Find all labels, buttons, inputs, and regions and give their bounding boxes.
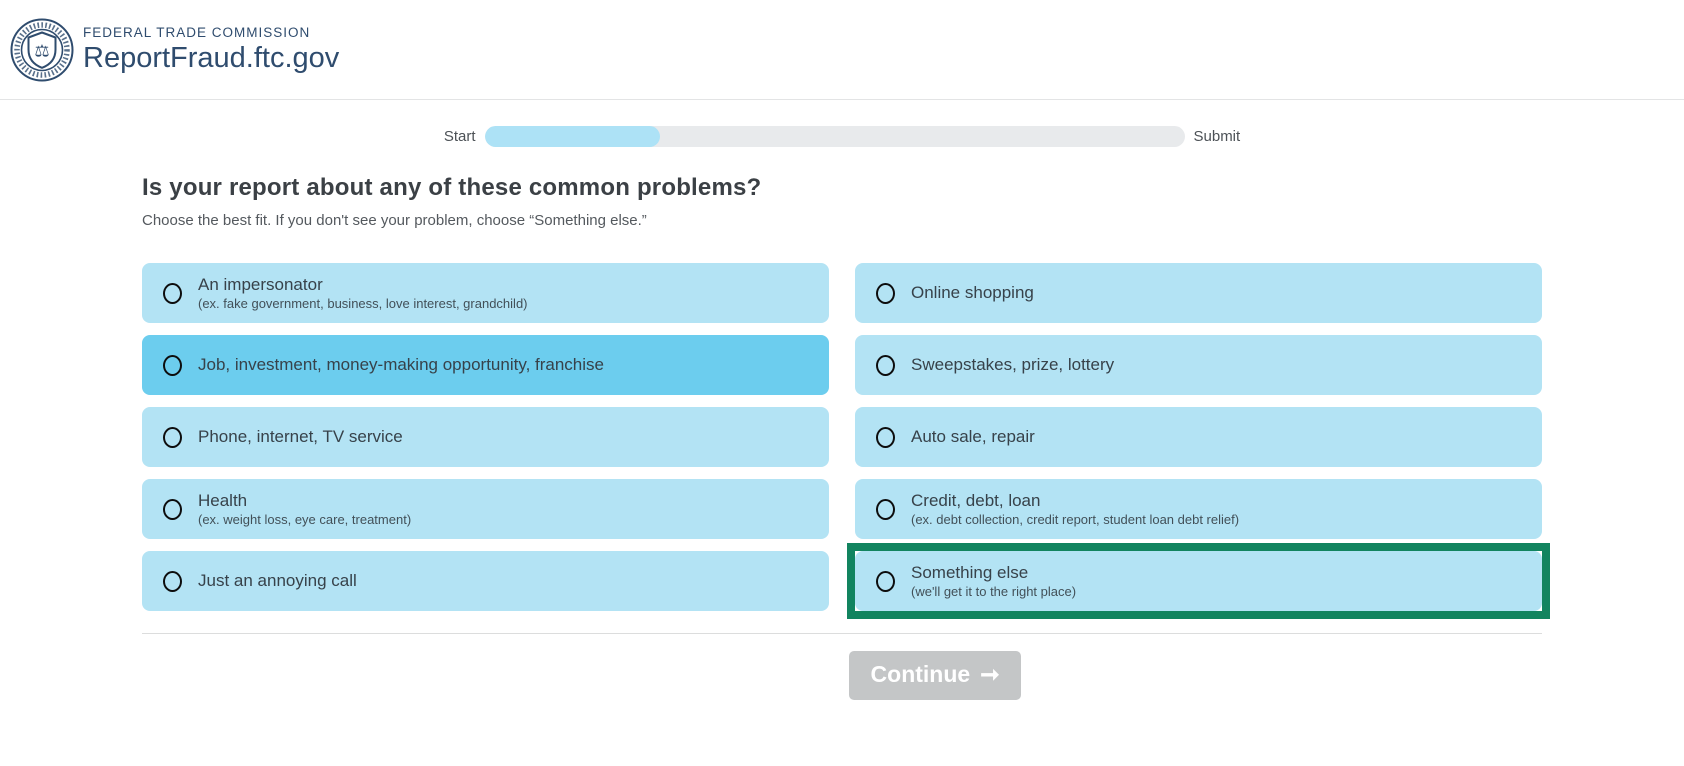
progress-fill bbox=[484, 126, 660, 147]
radio-icon[interactable] bbox=[876, 498, 895, 520]
radio-icon[interactable] bbox=[163, 354, 182, 376]
progress-start-label: Start bbox=[443, 128, 476, 145]
option-label: Credit, debt, loan bbox=[911, 490, 1041, 510]
radio-icon[interactable] bbox=[163, 426, 182, 448]
progress-section: Start Submit bbox=[142, 100, 1542, 147]
option-sweepstakes[interactable]: Sweepstakes, prize, lottery bbox=[855, 335, 1542, 395]
continue-button[interactable]: Continue ➞ bbox=[848, 651, 1022, 700]
option-auto-sale-repair[interactable]: Auto sale, repair bbox=[855, 407, 1542, 467]
option-something-else[interactable]: Something else (we'll get it to the righ… bbox=[847, 543, 1550, 619]
option-label: Just an annoying call bbox=[198, 570, 357, 590]
option-label: Job, investment, money-making opportunit… bbox=[198, 354, 604, 374]
page-subtitle: Choose the best fit. If you don't see yo… bbox=[142, 212, 647, 229]
option-label: Online shopping bbox=[911, 282, 1034, 302]
divider bbox=[142, 633, 1542, 634]
option-health[interactable]: Health (ex. weight loss, eye care, treat… bbox=[142, 479, 829, 539]
option-online-shopping[interactable]: Online shopping bbox=[855, 263, 1542, 323]
agency-name: FEDERAL TRADE COMMISSION bbox=[83, 24, 311, 40]
radio-icon[interactable] bbox=[163, 282, 182, 304]
options-grid: An impersonator (ex. fake government, bu… bbox=[142, 263, 1550, 619]
ftc-logo[interactable]: ⚖ FEDERAL TRADE COMMISSION ReportFraud.f… bbox=[10, 18, 339, 82]
option-sublabel: (ex. debt collection, credit report, stu… bbox=[911, 511, 1240, 527]
progress-track bbox=[484, 126, 1185, 147]
progress-submit-label: Submit bbox=[1193, 128, 1241, 145]
radio-icon[interactable] bbox=[163, 570, 182, 592]
option-label: Sweepstakes, prize, lottery bbox=[911, 354, 1115, 374]
option-sublabel: (ex. fake government, business, love int… bbox=[198, 295, 528, 311]
option-credit-debt-loan[interactable]: Credit, debt, loan (ex. debt collection,… bbox=[855, 479, 1542, 539]
option-annoying-call[interactable]: Just an annoying call bbox=[142, 551, 829, 611]
option-label: Auto sale, repair bbox=[911, 426, 1035, 446]
radio-icon[interactable] bbox=[876, 426, 895, 448]
option-label: An impersonator bbox=[198, 274, 323, 294]
option-label: Phone, internet, TV service bbox=[198, 426, 403, 446]
radio-icon[interactable] bbox=[163, 498, 182, 520]
option-an-impersonator[interactable]: An impersonator (ex. fake government, bu… bbox=[142, 263, 829, 323]
page-title: Is your report about any of these common… bbox=[142, 174, 762, 201]
arrow-right-icon: ➞ bbox=[980, 661, 1000, 687]
option-label: Something else bbox=[911, 562, 1029, 582]
radio-icon[interactable] bbox=[876, 354, 895, 376]
ftc-seal-icon: ⚖ bbox=[10, 18, 74, 82]
site-title[interactable]: ReportFraud.ftc.gov bbox=[83, 41, 340, 74]
radio-icon[interactable] bbox=[876, 570, 895, 592]
option-sublabel: (we'll get it to the right place) bbox=[911, 583, 1077, 599]
option-job-investment[interactable]: Job, investment, money-making opportunit… bbox=[142, 335, 829, 395]
radio-icon[interactable] bbox=[876, 282, 895, 304]
site-header: ⚖ FEDERAL TRADE COMMISSION ReportFraud.f… bbox=[0, 0, 1684, 100]
report-form: Start Submit Is your report about any of… bbox=[142, 100, 1550, 700]
option-label: Health bbox=[198, 490, 248, 510]
svg-text:⚖: ⚖ bbox=[34, 41, 49, 60]
continue-label: Continue bbox=[870, 661, 971, 687]
option-sublabel: (ex. weight loss, eye care, treatment) bbox=[198, 511, 412, 527]
option-phone-internet-tv[interactable]: Phone, internet, TV service bbox=[142, 407, 829, 467]
